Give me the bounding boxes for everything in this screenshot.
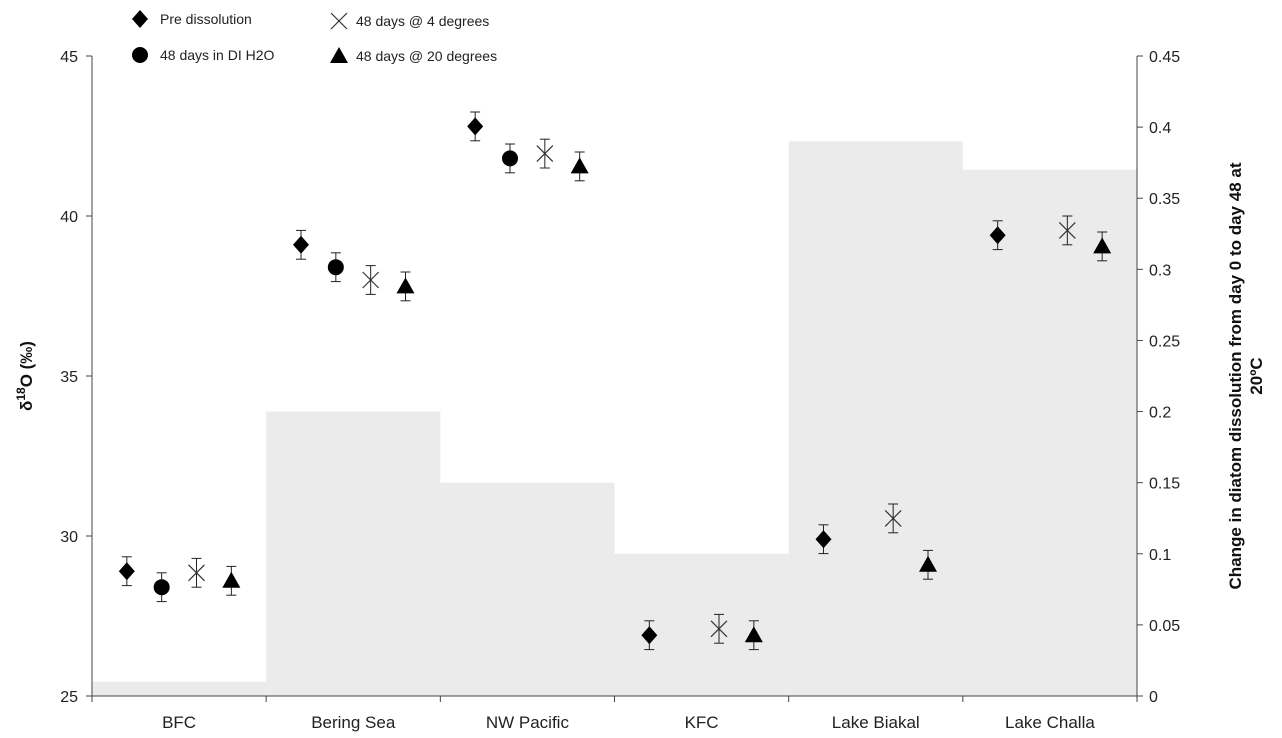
point-triangle	[396, 277, 415, 294]
category-label: Lake Biakal	[832, 713, 920, 732]
left-tick-label: 25	[60, 689, 78, 706]
legend-marker-circle	[132, 47, 148, 63]
left-axis-title: δ18O (‰)	[14, 341, 36, 411]
bar-lake-challa	[962, 169, 1137, 696]
point-diamond	[641, 626, 658, 645]
bar-kfc	[614, 553, 789, 696]
point-diamond	[815, 530, 832, 549]
point-diamond	[467, 117, 484, 136]
bar-bfc	[92, 681, 267, 696]
legend-label: 48 days in DI H2O	[160, 47, 274, 63]
category-label: Bering Sea	[311, 713, 396, 732]
point-triangle	[1093, 237, 1112, 254]
point-diamond	[293, 235, 309, 254]
dissolution-bars	[92, 141, 1137, 697]
point-triangle	[919, 555, 937, 572]
category-label: NW Pacific	[486, 713, 570, 732]
point-x	[188, 564, 205, 582]
category-label: BFC	[162, 713, 196, 732]
right-tick-label: 0.2	[1149, 405, 1171, 422]
left-axis-ticks: 25 30 35 40 45	[60, 49, 92, 706]
point-triangle	[744, 626, 763, 643]
point-x	[1058, 221, 1076, 239]
left-tick-label: 35	[60, 369, 78, 386]
right-tick-label: 0.45	[1149, 49, 1180, 66]
left-tick-label: 45	[60, 49, 78, 66]
right-tick-label: 0.3	[1149, 262, 1171, 279]
legend-marker-triangle	[330, 47, 348, 63]
legend-label: Pre dissolution	[160, 11, 252, 27]
right-axis-ticks: 0 0.05 0.1 0.15 0.2 0.25 0.3 0.35 0.4 0.45	[1137, 49, 1180, 706]
point-diamond	[118, 562, 135, 581]
point-x	[362, 271, 380, 289]
point-x	[536, 145, 554, 163]
category-label: Lake Challa	[1005, 713, 1095, 732]
point-circle	[502, 150, 518, 167]
point-diamond	[989, 226, 1006, 245]
right-tick-label: 0.05	[1149, 618, 1180, 635]
point-triangle	[222, 571, 241, 588]
right-axis-title-line2: 20ºC	[1247, 357, 1266, 394]
point-circle	[153, 579, 170, 596]
right-axis-title: Change in diatom dissolution from day 0 …	[1226, 162, 1266, 589]
point-x	[884, 509, 902, 527]
bar-nw-pacific	[440, 482, 615, 696]
right-axis-title-line1: Change in diatom dissolution from day 0 …	[1226, 162, 1245, 589]
point-x	[710, 620, 728, 638]
bar-lake-biakal	[788, 141, 963, 697]
legend-marker-diamond	[132, 10, 148, 28]
right-tick-label: 0.1	[1149, 547, 1171, 564]
right-tick-label: 0.15	[1149, 476, 1180, 493]
bar-bering-sea	[266, 411, 441, 696]
category-label: KFC	[685, 713, 719, 732]
legend-label: 48 days @ 4 degrees	[356, 13, 489, 29]
point-circle	[327, 259, 344, 276]
right-tick-label: 0.4	[1149, 120, 1171, 137]
category-labels: BFC Bering Sea NW Pacific KFC Lake Biakal Lak…	[162, 713, 1095, 732]
legend-marker-x	[330, 12, 348, 30]
legend-label: 48 days @ 20 degrees	[356, 48, 497, 64]
left-tick-label: 30	[60, 529, 78, 546]
right-tick-label: 0.25	[1149, 333, 1180, 350]
right-tick-label: 0.35	[1149, 191, 1180, 208]
data-points	[118, 111, 1112, 651]
right-tick-label: 0	[1149, 689, 1158, 706]
legend: Pre dissolution 48 days in DI H2O 48 days …	[132, 10, 497, 64]
left-tick-label: 40	[60, 209, 78, 226]
point-triangle	[570, 157, 589, 174]
